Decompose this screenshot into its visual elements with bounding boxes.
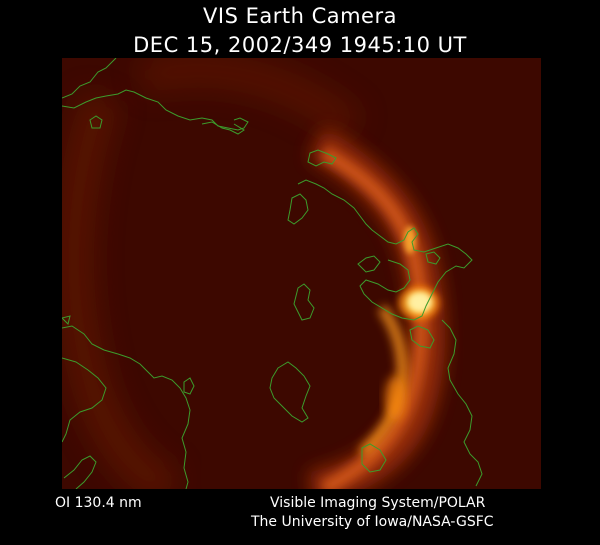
institution-credit: The University of Iowa/NASA-GSFC xyxy=(251,514,494,530)
faint-glow-top xyxy=(137,58,363,142)
auroral-image xyxy=(62,58,483,489)
faint-glow-left xyxy=(62,90,180,489)
observation-timestamp: DEC 15, 2002/349 1945:10 UT xyxy=(133,33,467,57)
instrument-credit: Visible Imaging System/POLAR xyxy=(270,495,486,511)
camera-title: VIS Earth Camera xyxy=(203,4,397,28)
auroral-image-panel xyxy=(62,58,541,489)
coastline-overlay xyxy=(62,58,483,489)
auroral-lower-patch xyxy=(385,376,405,420)
filter-wavelength-label: OI 130.4 nm xyxy=(55,495,142,511)
